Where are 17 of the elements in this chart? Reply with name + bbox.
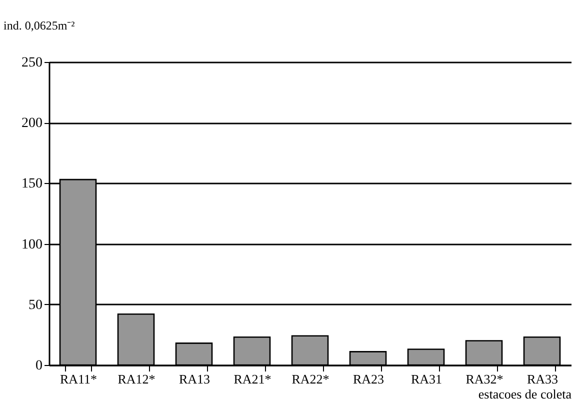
x-tick-label: RA11*: [60, 372, 98, 386]
y-tick-label: 100: [22, 237, 42, 252]
y-tick-label: 50: [28, 298, 42, 313]
x-tick-label: RA32*: [466, 372, 504, 386]
y-axis-title: ind. 0,0625m⁻²: [4, 18, 76, 32]
x-tick-label: RA31: [410, 372, 442, 386]
y-tick-label: 150: [22, 176, 42, 192]
x-axis-title: estacoes de coleta: [478, 386, 572, 402]
y-tick-label: 0: [36, 358, 42, 374]
x-tick-label: RA22*: [292, 372, 330, 386]
y-tick-label: 250: [22, 56, 42, 70]
x-tick-label: RA21*: [234, 372, 272, 386]
x-tick-label: RA33: [526, 372, 558, 386]
x-tick-label: RA13: [178, 372, 210, 386]
y-tick-label: 200: [22, 116, 42, 132]
x-tick-label: RA12*: [118, 372, 156, 386]
x-tick-label: RA23: [352, 372, 384, 386]
